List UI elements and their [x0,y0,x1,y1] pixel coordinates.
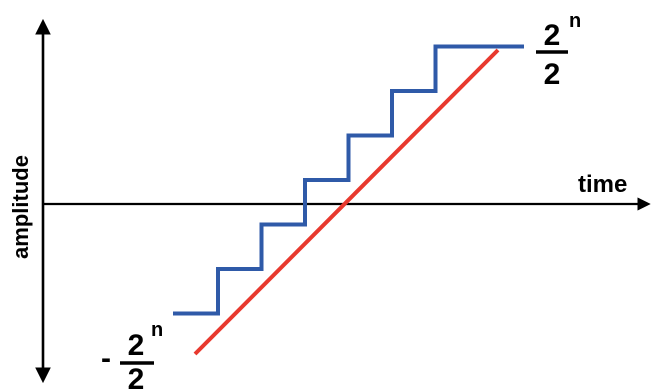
bottom-value-exponent: n [151,319,163,341]
time-axis-label: time [578,171,627,198]
ideal-ramp-line [193,48,500,356]
amplitude-axis-label: amplitude [8,155,33,259]
bottom-value-numerator: 2 [128,329,145,362]
quantized-staircase [173,44,524,316]
top-value-numerator: 2 [544,19,561,52]
bottom-value-denominator: 2 [128,363,145,390]
top-value-denominator: 2 [544,58,561,91]
bottom-value-label: - 2 n 2 [101,319,163,390]
top-value-exponent: n [569,10,581,32]
bottom-value-sign: - [101,342,111,375]
top-value-label: 2 n 2 [536,10,581,91]
